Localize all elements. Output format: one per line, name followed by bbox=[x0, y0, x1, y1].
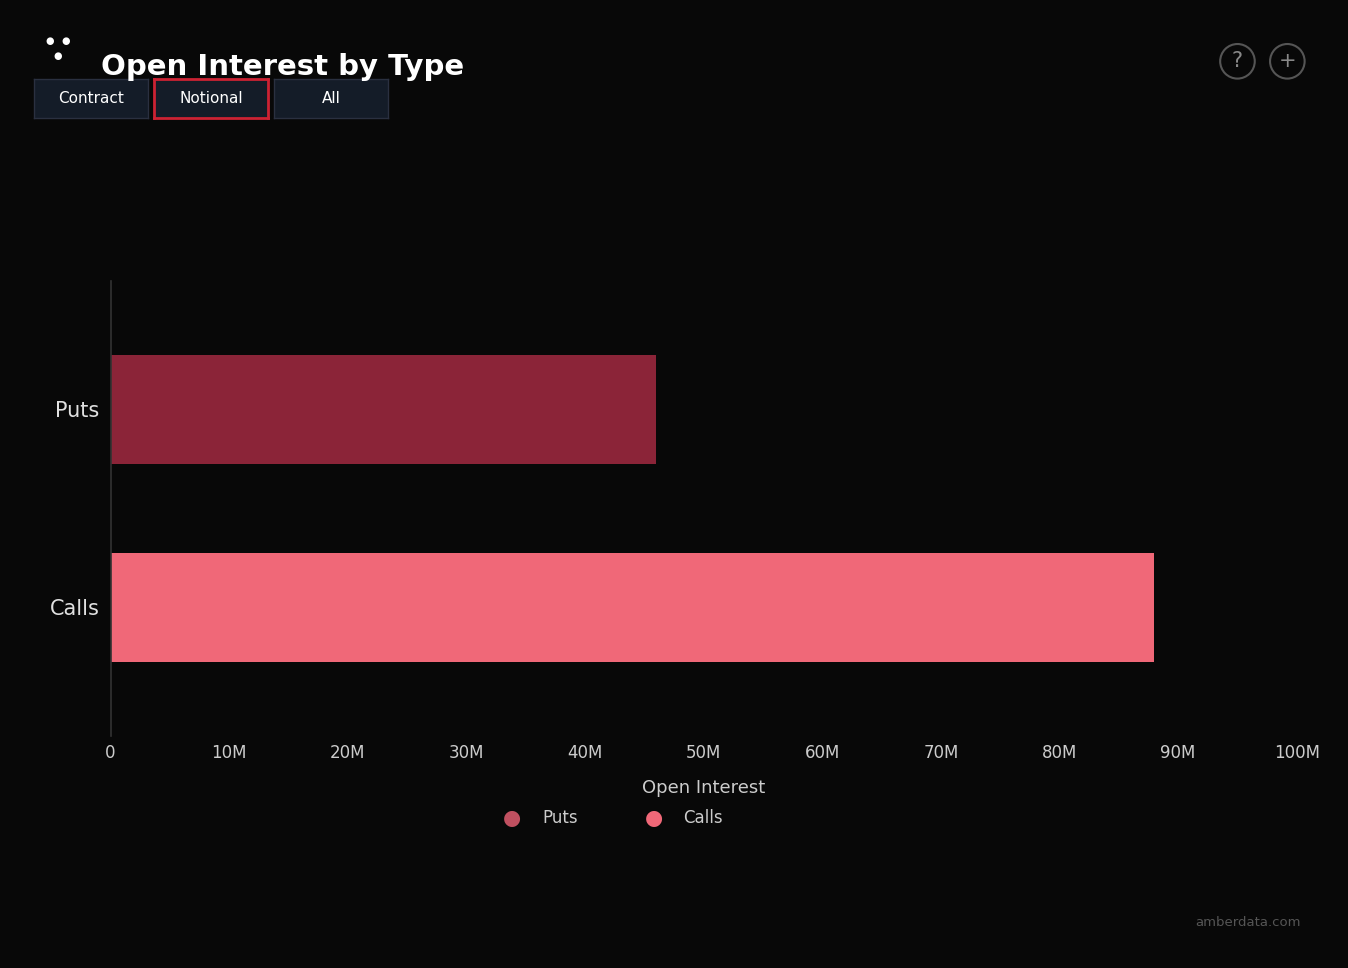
Text: ●: ● bbox=[503, 808, 522, 828]
Text: ●: ● bbox=[62, 36, 70, 45]
Text: All: All bbox=[321, 91, 341, 106]
Text: ●: ● bbox=[54, 51, 62, 61]
Bar bbox=[111, 355, 656, 464]
Text: ●: ● bbox=[644, 808, 663, 828]
Text: ?: ? bbox=[1232, 51, 1243, 72]
Text: +: + bbox=[1278, 51, 1297, 72]
Text: Puts: Puts bbox=[542, 809, 577, 827]
Text: Open Interest by Type: Open Interest by Type bbox=[101, 53, 464, 81]
X-axis label: Open Interest: Open Interest bbox=[642, 778, 766, 797]
Text: amberdata.com: amberdata.com bbox=[1196, 917, 1301, 929]
Bar bbox=[111, 553, 1154, 661]
Text: Contract: Contract bbox=[58, 91, 124, 106]
Text: ●: ● bbox=[46, 36, 54, 45]
Text: Notional: Notional bbox=[179, 91, 243, 106]
Text: Calls: Calls bbox=[683, 809, 723, 827]
